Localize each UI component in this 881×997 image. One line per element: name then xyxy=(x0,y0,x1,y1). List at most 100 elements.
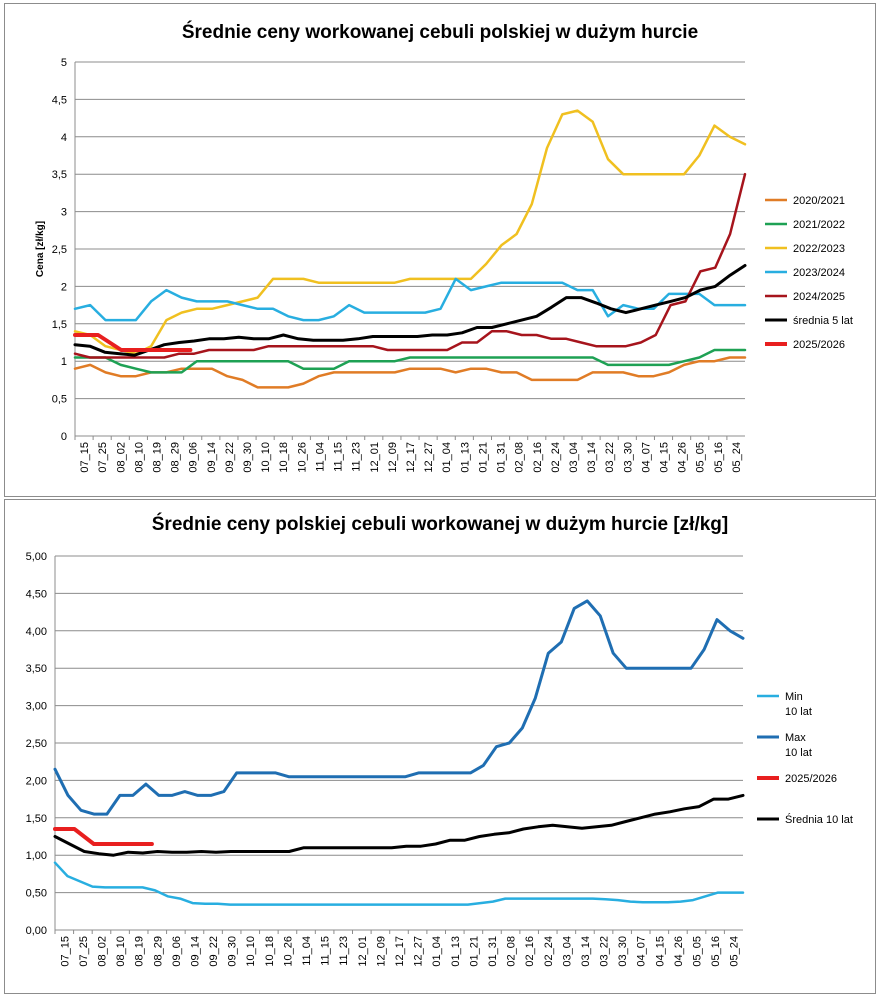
x-tick-label: 02_16 xyxy=(524,936,536,967)
legend-entry: średnia 5 lat xyxy=(793,315,853,327)
y-tick-label: 1,50 xyxy=(26,813,47,825)
x-tick-label: 11_04 xyxy=(301,936,313,966)
x-tick-label: 07_15 xyxy=(59,936,71,967)
x-tick-label: 08_02 xyxy=(115,442,127,473)
x-tick-label: 08_10 xyxy=(133,442,145,473)
legend-entry: 2022/2023 xyxy=(793,243,845,255)
x-tick-label: 08_29 xyxy=(170,442,182,473)
series-line-6 xyxy=(73,333,193,352)
x-tick-label: 07_15 xyxy=(79,442,91,473)
x-tick-label: 05_05 xyxy=(695,442,707,473)
series-line-4 xyxy=(73,172,747,359)
x-tick-label: 12_09 xyxy=(387,442,399,473)
x-tick-label: 12_01 xyxy=(369,442,381,473)
series-line-3 xyxy=(73,277,747,322)
y-tick-label: 1 xyxy=(61,356,67,368)
legend-entry: 2020/2021 xyxy=(793,195,845,207)
y-tick-label: 0,5 xyxy=(52,394,67,406)
x-tick-label: 03_22 xyxy=(599,936,611,967)
legend-entry: 2025/2026 xyxy=(785,773,837,785)
x-tick-label: 09_22 xyxy=(208,936,220,967)
chart-panel-bottom: Średnie ceny polskiej cebuli workowanej … xyxy=(4,499,876,994)
x-tick-label: 04_07 xyxy=(640,442,652,473)
y-tick-label: 1,5 xyxy=(52,319,67,331)
y-axis-label: Cena [zł/kg] xyxy=(35,221,46,277)
x-tick-label: 03_30 xyxy=(622,442,634,473)
y-tick-label: 5,00 xyxy=(26,551,47,563)
x-tick-label: 04_15 xyxy=(654,936,666,967)
y-tick-label: 5 xyxy=(61,57,67,69)
x-tick-label: 05_24 xyxy=(731,442,743,473)
legend-entry-line: Min xyxy=(785,691,803,703)
x-tick-label: 01_21 xyxy=(468,936,480,967)
x-tick-label: 02_16 xyxy=(532,442,544,473)
x-tick-label: 08_10 xyxy=(115,936,127,967)
legend-entry: Średnia 10 lat xyxy=(785,813,853,826)
x-tick-label: 05_24 xyxy=(729,936,741,967)
y-tick-label: 4 xyxy=(61,132,67,144)
series-line-5 xyxy=(73,264,747,357)
x-tick-label: 03_22 xyxy=(604,442,616,473)
x-tick-label: 08_19 xyxy=(151,442,163,473)
y-tick-label: 1,00 xyxy=(26,850,47,862)
y-tick-label: 0,50 xyxy=(26,888,47,900)
y-tick-label: 2,00 xyxy=(26,775,47,787)
x-tick-label: 10_10 xyxy=(245,936,257,967)
x-tick-label: 05_16 xyxy=(710,936,722,967)
x-tick-label: 01_31 xyxy=(487,936,499,967)
x-tick-label: 09_22 xyxy=(224,442,236,473)
y-tick-label: 4,5 xyxy=(52,94,67,106)
x-tick-label: 05_16 xyxy=(713,442,725,473)
x-tick-label: 01_21 xyxy=(477,442,489,473)
y-tick-label: 2,50 xyxy=(26,738,47,750)
x-tick-label: 01_04 xyxy=(431,936,443,967)
x-tick-label: 07_25 xyxy=(78,936,90,967)
y-tick-label: 4,50 xyxy=(26,588,47,600)
chart-panel-top: Średnie ceny workowanej cebuli polskiej … xyxy=(4,3,876,497)
x-tick-label: 08_29 xyxy=(152,936,164,967)
series-line-2 xyxy=(73,109,747,355)
x-tick-label: 07_25 xyxy=(97,442,109,473)
y-tick-label: 3,50 xyxy=(26,663,47,675)
series-line-3 xyxy=(53,793,745,857)
x-tick-label: 11_23 xyxy=(351,442,363,472)
x-tick-label: 11_15 xyxy=(320,936,332,966)
y-tick-label: 2,5 xyxy=(52,244,67,256)
x-tick-label: 11_15 xyxy=(333,442,345,472)
x-tick-label: 09_06 xyxy=(188,442,200,473)
x-tick-label: 01_04 xyxy=(441,442,453,473)
y-tick-label: 0 xyxy=(61,431,67,443)
x-tick-label: 12_27 xyxy=(423,442,435,473)
x-tick-label: 01_13 xyxy=(459,442,471,473)
x-tick-label: 02_08 xyxy=(506,936,518,967)
x-tick-label: 09_14 xyxy=(189,936,201,967)
x-tick-label: 10_26 xyxy=(296,442,308,473)
x-tick-label: 04_15 xyxy=(659,442,671,473)
x-tick-label: 04_26 xyxy=(677,442,689,473)
chart-title: Średnie ceny workowanej cebuli polskiej … xyxy=(182,21,698,43)
legend-entry-line: 10 lat xyxy=(785,747,812,759)
x-tick-label: 10_26 xyxy=(282,936,294,967)
legend-entry: 2021/2022 xyxy=(793,219,845,231)
y-tick-label: 3,00 xyxy=(26,701,47,713)
x-tick-label: 11_23 xyxy=(338,936,350,966)
y-tick-label: 3,5 xyxy=(52,169,67,181)
x-tick-label: 12_17 xyxy=(394,936,406,967)
x-tick-label: 03_04 xyxy=(568,442,580,473)
chart-top: Średnie ceny workowanej cebuli polskiej … xyxy=(35,21,853,473)
x-tick-label: 12_09 xyxy=(375,936,387,967)
legend-entry-line: 10 lat xyxy=(785,706,812,718)
x-tick-label: 12_27 xyxy=(413,936,425,967)
x-tick-label: 02_24 xyxy=(543,936,555,967)
y-tick-label: 2 xyxy=(61,281,67,293)
x-tick-label: 08_19 xyxy=(134,936,146,967)
x-tick-label: 09_30 xyxy=(242,442,254,473)
x-tick-label: 09_30 xyxy=(227,936,239,967)
legend-entry: 2023/2024 xyxy=(793,267,845,279)
x-tick-label: 04_07 xyxy=(636,936,648,967)
x-tick-label: 09_06 xyxy=(171,936,183,967)
x-tick-label: 09_14 xyxy=(206,442,218,473)
series-line-2 xyxy=(53,827,154,846)
x-tick-label: 05_05 xyxy=(692,936,704,967)
x-tick-label: 08_02 xyxy=(96,936,108,967)
